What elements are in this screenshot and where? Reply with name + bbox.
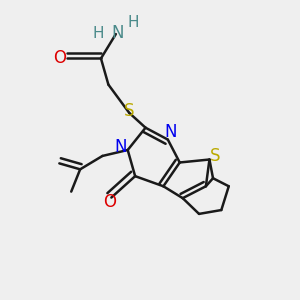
Text: O: O [103,193,116,211]
Text: H: H [128,15,140,30]
Text: S: S [124,102,134,120]
Text: H: H [92,26,104,41]
Text: N: N [111,25,124,43]
Text: N: N [165,123,177,141]
Text: O: O [53,49,66,67]
Text: S: S [210,147,220,165]
Text: N: N [114,138,127,156]
